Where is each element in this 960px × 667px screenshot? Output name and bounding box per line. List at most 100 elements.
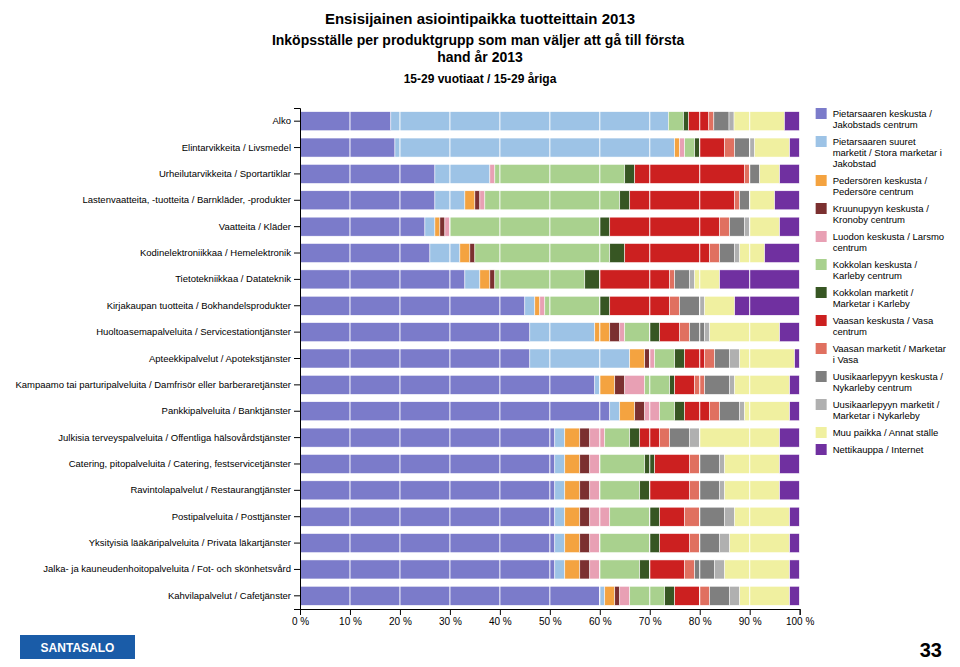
y-tick: Alko — [273, 115, 300, 126]
bar-segment — [780, 481, 800, 500]
bar-segment — [595, 375, 600, 394]
bar-segment — [585, 270, 600, 289]
bar-segment — [660, 402, 675, 421]
bar-segment — [300, 560, 555, 579]
bar-segment — [495, 270, 585, 289]
bar-segment — [580, 534, 590, 553]
bar-segment — [690, 323, 705, 342]
tick-label: Tietotekniikkaa / Datateknik — [175, 273, 291, 284]
bar-segment — [600, 270, 670, 289]
legend-swatch — [816, 343, 827, 354]
bar-segment — [735, 507, 790, 526]
tick-label: 30 % — [439, 616, 462, 627]
x-tick: 70 % — [639, 609, 662, 627]
grid-line — [649, 108, 650, 609]
bar-segment — [780, 428, 800, 447]
legend-label: Kokkolan marketit / Marketar i Karleby — [833, 287, 916, 309]
legend-swatch — [816, 315, 827, 326]
bar-segment — [620, 586, 630, 605]
tick-label: Kampaamo tai parturipalveluita / Damfris… — [15, 379, 291, 390]
bar-segment — [555, 507, 565, 526]
bar-segment — [650, 507, 660, 526]
bar-segment — [300, 323, 530, 342]
bar-segment — [740, 244, 765, 263]
bar-segment — [480, 191, 485, 210]
legend-label: Pietarsaaren keskusta / Jakobstads centr… — [833, 108, 935, 130]
series — [600, 112, 745, 606]
bar-segment — [725, 507, 735, 526]
tick-label: Lastenvaatteita, -tuotteita / Barnkläder… — [82, 194, 291, 205]
bar-segment — [535, 296, 540, 315]
bar-segment — [790, 402, 800, 421]
bar-segment — [735, 375, 790, 394]
bar-segment — [725, 560, 790, 579]
bar-segment — [675, 586, 700, 605]
bar-segment — [610, 323, 620, 342]
bar-segment — [300, 138, 395, 157]
bar-segment — [300, 402, 610, 421]
bar-segment — [780, 323, 800, 342]
bar-segment — [590, 428, 605, 447]
bar-segment — [555, 534, 565, 553]
bar-segment — [580, 507, 590, 526]
grid-line — [499, 108, 500, 609]
bar-segment — [675, 349, 685, 368]
bar-segment — [750, 191, 775, 210]
bar-segment — [655, 349, 675, 368]
tick-mark — [650, 609, 651, 615]
subtitle-line: hand år 2013 — [437, 49, 523, 65]
bar-segment — [300, 481, 555, 500]
tick-label: Elintarvikkeita / Livsmedel — [182, 142, 291, 153]
tick-mark — [294, 121, 300, 122]
bar-segment — [565, 428, 580, 447]
bar-segment — [475, 191, 480, 210]
bar-segment — [700, 534, 720, 553]
bar-segment — [710, 586, 730, 605]
bar-segment — [640, 481, 650, 500]
legend-label: Uusikaarlepyyn marketit / Marketar i Nyk… — [833, 399, 942, 421]
bar-segment — [580, 560, 590, 579]
y-tick: Kodinelektroniikkaa / Hemelektronik — [140, 247, 300, 258]
bar-segment — [465, 270, 480, 289]
grid-line — [599, 108, 600, 609]
legend-label-line: Kronoby centrum — [833, 214, 905, 225]
bar-segment — [755, 138, 790, 157]
legend-swatch — [816, 287, 827, 298]
tick-mark — [550, 609, 551, 615]
bar-segment — [565, 454, 580, 473]
legend-item: Vaasan marketit / Marketar i Vasa — [816, 343, 949, 365]
tick-label: 90 % — [739, 616, 762, 627]
bar-segment — [445, 217, 450, 236]
tick-label: Yksityisiä lääkäripalveluita / Privata l… — [89, 537, 291, 548]
bar-segment — [565, 481, 580, 500]
bar-segment — [695, 270, 720, 289]
legend-label-line: Muu paikka / Annat ställe — [833, 427, 939, 438]
bar-segment — [300, 428, 555, 447]
bar-segment — [590, 534, 600, 553]
subtitle: Inköpsställe per produktgrupp som man vä… — [272, 32, 688, 65]
grid-line — [399, 108, 400, 609]
bar-segment — [480, 270, 490, 289]
bar-segment — [625, 244, 710, 263]
bar-segment — [790, 138, 800, 157]
legend-label-line: Jakobstad — [833, 158, 876, 169]
bar-segment — [700, 507, 725, 526]
legend-label-line: Nettikauppa / Internet — [833, 444, 924, 455]
bar-segment — [605, 428, 630, 447]
bar-segment — [750, 217, 780, 236]
series — [450, 112, 695, 606]
bar-segment — [490, 270, 495, 289]
bar-segment — [600, 375, 615, 394]
bar-segment — [300, 191, 435, 210]
legend-item: Pedersören keskusta / Pedersöre centrum — [816, 175, 930, 197]
legend-item: Uusikaarlepyyn keskusta / Nykarleby cent… — [816, 371, 946, 393]
legend-label: Pedersören keskusta / Pedersöre centrum — [833, 175, 930, 197]
bar-segment — [425, 217, 435, 236]
bar-segment — [391, 112, 669, 131]
bar-segment — [460, 244, 470, 263]
bar-segment — [300, 112, 391, 131]
tick-mark — [500, 609, 501, 615]
tick-mark — [600, 609, 601, 615]
bar-segment — [565, 560, 580, 579]
bar-segment — [730, 349, 740, 368]
